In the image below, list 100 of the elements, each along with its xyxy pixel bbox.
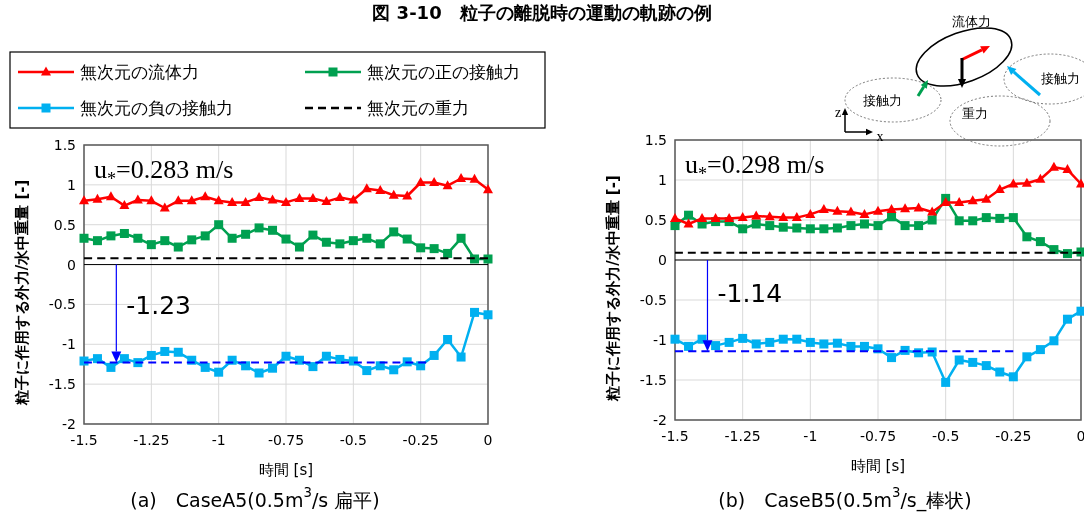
x-tick-label: -1 [211,432,226,448]
x-tick-label: -0.75 [267,432,305,448]
point [995,213,1005,223]
point [994,184,1005,194]
point [173,347,183,357]
point [186,195,197,205]
point [294,355,304,365]
point [886,204,897,214]
point [146,350,156,360]
point [954,355,964,365]
point [995,367,1005,377]
legend-label: 無次元の負の接触力 [80,98,233,118]
point [900,221,910,231]
point [241,229,251,239]
point [92,193,103,203]
point [281,234,291,244]
point [751,339,761,349]
text: 接触力 [1040,70,1080,86]
point [119,200,130,210]
point [308,362,318,372]
x-tick-label: -1.25 [724,428,761,444]
y-axis-title: 粒子に作用する外力/水中重量 [-] [13,179,31,407]
point [281,196,291,206]
point [873,205,883,215]
point [133,233,143,243]
point [483,254,493,264]
point [738,224,748,234]
point [832,205,843,215]
x-tick-label: -1.25 [133,432,170,448]
x-tick-label: 0 [483,432,493,448]
point [900,203,911,213]
y-tick-label: -2 [62,416,76,432]
point [968,216,978,226]
y-tick-label: 0 [67,256,76,273]
y-tick-label: 1 [67,176,76,193]
point [200,362,210,372]
point [119,354,129,364]
y-tick-label: -2 [653,412,667,428]
point [805,208,816,218]
y-tick-label: 1.5 [53,137,76,153]
point [268,225,278,235]
point [470,307,480,317]
point [981,361,991,371]
point [281,351,291,361]
point [416,243,426,253]
point [402,234,412,244]
point [254,368,264,378]
point [106,362,116,372]
point [792,334,802,344]
point [483,184,493,194]
point [724,337,734,347]
point [1008,178,1019,188]
point [684,341,694,351]
point [429,176,440,186]
x-tick-label: -0.25 [995,428,1032,444]
y-tick-label: -1.5 [48,376,76,393]
point [308,230,318,240]
point [106,231,116,241]
point [1008,372,1018,382]
point [146,240,156,250]
point [268,363,278,373]
point [213,195,224,205]
y-tick-label: -0.5 [48,296,76,313]
text: (b) CaseB5(0.5m$^{3}$/s_棒状) [718,485,972,512]
y-tick-label: -1.5 [639,372,667,388]
point [711,341,721,351]
point [859,208,870,218]
point [683,218,694,228]
point [92,354,102,364]
point [684,210,694,220]
y-axis-title: 粒子に作用する外力/水中重量 [-] [604,175,622,402]
point [348,236,358,246]
x-tick-label: -0.25 [402,432,439,448]
point [173,242,183,252]
point [200,231,210,241]
point [335,354,345,364]
point [307,192,318,202]
point [914,221,924,231]
point [321,237,331,247]
point [361,183,372,193]
point [227,233,237,243]
point [751,219,761,229]
point [873,221,883,231]
point [254,192,265,202]
point [442,180,453,190]
point [832,338,842,348]
text: z [834,104,842,120]
point [1035,237,1045,247]
point [443,248,453,258]
point [362,233,372,243]
point [968,357,978,367]
point [173,195,184,205]
point [791,212,802,222]
point [240,196,251,206]
x-tick-label: -1 [803,428,818,444]
point [119,228,129,238]
x-tick-label: 0 [1076,428,1084,444]
point [415,176,426,186]
point [819,224,829,234]
legend-label: 無次元の正の接触力 [367,62,520,82]
